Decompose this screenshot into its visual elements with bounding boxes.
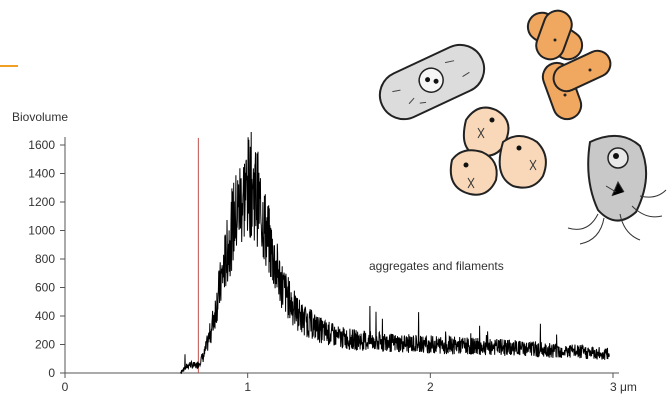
x-tick-label: 1	[244, 380, 251, 394]
x-tick-label: 2	[427, 380, 434, 394]
y-tick-label: 1200	[28, 195, 55, 209]
y-tick-label: 1600	[28, 138, 55, 152]
microbe-illustration	[378, 9, 667, 245]
x-tick-label: 0	[62, 380, 69, 394]
branched-filament-icon	[526, 9, 612, 121]
flagellated-cell-icon	[567, 135, 667, 245]
x-tick-label: 3 μm	[610, 380, 637, 394]
x-ticks: 0 1 2 3 μm	[62, 373, 637, 394]
y-tick-label: 1400	[28, 167, 55, 181]
y-tick-label: 200	[35, 338, 55, 352]
y-tick-label: 800	[35, 252, 55, 266]
cell-cluster-icon	[449, 106, 547, 196]
y-ticks: 0 200 400 600 800 1000 1200 1400 1600	[28, 138, 65, 380]
annotation-label: aggregates and filaments	[369, 259, 504, 273]
y-axis-title: Biovolume	[12, 110, 68, 124]
y-tick-label: 0	[48, 366, 55, 380]
y-tick-label: 1000	[28, 224, 55, 238]
rod-bacterium-icon	[378, 43, 486, 121]
y-tick-label: 400	[35, 309, 55, 323]
biovolume-series-line	[180, 131, 610, 375]
y-tick-label: 600	[35, 281, 55, 295]
